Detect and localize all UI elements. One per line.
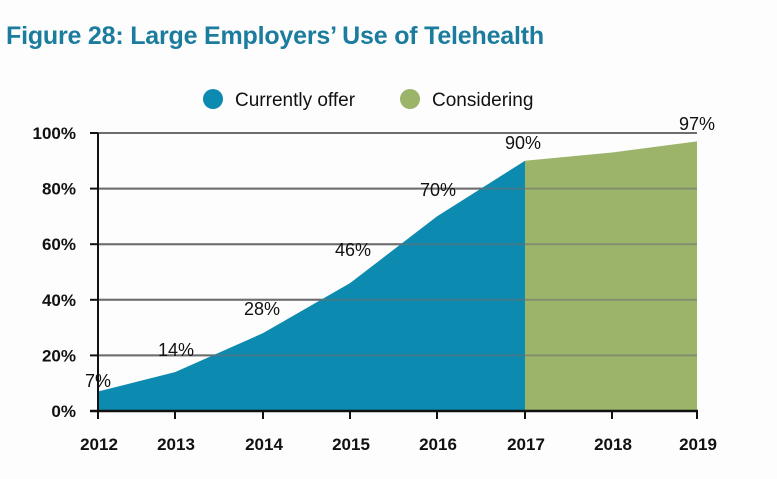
legend-swatch-icon xyxy=(203,89,223,109)
data-label: 90% xyxy=(505,133,541,153)
chart-title: Figure 28: Large Employers’ Use of Teleh… xyxy=(6,22,544,50)
legend-label: Considering xyxy=(432,90,533,111)
data-label: 97% xyxy=(679,114,715,134)
data-label: 14% xyxy=(158,340,194,360)
legend-swatch-icon xyxy=(400,89,420,109)
axes xyxy=(90,133,698,413)
x-tick-label: 2012 xyxy=(80,435,118,454)
y-tick-label: 40% xyxy=(42,291,76,310)
data-label: 28% xyxy=(244,299,280,319)
x-tick-label: 2014 xyxy=(245,435,283,454)
legend-label: Currently offer xyxy=(235,90,356,111)
data-label: 46% xyxy=(335,240,371,260)
y-axis-ticks: 0% 20% 40% 60% 80% 100% xyxy=(33,124,98,421)
area-currently-offer xyxy=(98,160,525,411)
y-tick-label: 60% xyxy=(42,235,76,254)
x-axis-ticks: 2012 2013 2014 2015 2016 2017 2018 2019 xyxy=(80,411,717,454)
area-considering xyxy=(525,141,697,411)
x-tick-label: 2015 xyxy=(332,435,370,454)
legend-item: Considering xyxy=(400,89,533,111)
data-label: 70% xyxy=(420,180,456,200)
x-tick-label: 2019 xyxy=(679,435,717,454)
y-tick-label: 0% xyxy=(51,402,76,421)
legend: Currently offer Considering xyxy=(203,89,533,111)
x-tick-label: 2016 xyxy=(419,435,457,454)
legend-item: Currently offer xyxy=(203,89,356,111)
y-tick-label: 80% xyxy=(42,180,76,199)
x-tick-label: 2013 xyxy=(157,435,195,454)
data-labels: 7% 14% 28% 46% 70% 90% 97% xyxy=(85,114,715,391)
y-tick-label: 20% xyxy=(42,346,76,365)
y-tick-label: 100% xyxy=(33,124,76,143)
data-label: 7% xyxy=(85,371,111,391)
x-tick-label: 2018 xyxy=(594,435,632,454)
area-series xyxy=(98,132,697,411)
x-tick-label: 2017 xyxy=(507,435,545,454)
